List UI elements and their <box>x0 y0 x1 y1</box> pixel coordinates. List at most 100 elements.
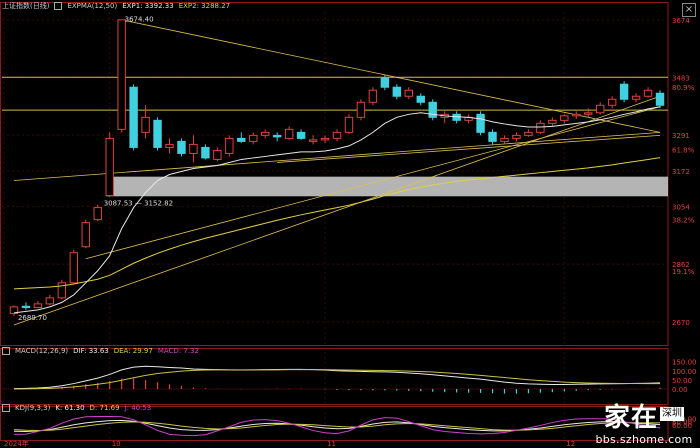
candle-body <box>595 104 605 114</box>
candle-body <box>488 131 497 142</box>
candle-body <box>560 115 569 121</box>
candle-body <box>416 95 425 103</box>
candle-body <box>512 134 521 139</box>
percent-tick-label: 38.2% <box>672 217 695 225</box>
kdj-j-line <box>13 415 661 437</box>
macd-name-label: MACD(12,26,9) <box>15 347 69 355</box>
gap-label: 3087.53 — 3152.82 <box>104 199 173 207</box>
candle-body <box>237 137 246 142</box>
high-annotation: 3674.40 <box>125 16 154 24</box>
candle-body <box>524 131 533 136</box>
watermark-sub: 深圳 <box>660 407 684 421</box>
exp2-value: EXP2: 3288.27 <box>178 2 231 10</box>
price-tick-label: 2670 <box>672 319 690 327</box>
macd-dif-line <box>13 365 661 390</box>
exp1-line <box>13 106 661 314</box>
percent-tick-label: 80.9% <box>672 84 695 92</box>
candle-body <box>380 77 390 88</box>
candle-body <box>428 101 437 118</box>
exp2-line <box>13 157 661 290</box>
percent-tick-label: 61.8% <box>672 147 695 155</box>
macd-dif-value: DIF: 33.63 <box>73 347 109 355</box>
index-name-label: 上证指数(日线) <box>2 2 50 10</box>
candle-body <box>57 282 67 299</box>
kdj-k-value: K: 61.30 <box>55 404 85 412</box>
macd-dea-line <box>13 369 661 390</box>
candle-body <box>308 139 318 142</box>
macd-tick-label: 0.00 <box>672 386 688 394</box>
macd-tick-label: 100.00 <box>672 368 697 376</box>
candle-body <box>631 95 641 100</box>
candle-body <box>189 143 198 154</box>
kdj-k-line <box>13 419 661 433</box>
candle-body <box>272 134 282 138</box>
candle-body <box>105 137 114 197</box>
close-icon[interactable]: × <box>682 3 696 17</box>
kdj-legend: KDJ(9,3,3) K: 61.30 D: 71.69 J: 40.53 <box>2 404 156 416</box>
candle-body <box>33 303 43 308</box>
candle-body <box>332 131 342 139</box>
candle-body <box>249 134 258 142</box>
kdj-tick-label: 100.00 <box>672 415 697 423</box>
candle-body <box>536 122 545 133</box>
candle-body <box>296 131 306 139</box>
macd-tick-label: 50.00 <box>672 377 692 385</box>
candle-body <box>404 89 413 97</box>
candle-body <box>81 222 90 248</box>
candle-body <box>320 137 330 141</box>
candle-body <box>619 83 629 100</box>
price-tick-label: 3674 <box>672 17 690 25</box>
macd-tick-label: 150.00 <box>672 359 697 367</box>
kdj-select-icon[interactable] <box>2 404 10 412</box>
trend-line <box>277 134 661 163</box>
macd-select-icon[interactable] <box>2 347 10 355</box>
kdj-tick-label: 60.00 <box>672 422 692 430</box>
trend-line <box>13 131 661 181</box>
exp1-value: EXP1: 3392.33 <box>122 2 174 10</box>
candle-body <box>392 86 402 97</box>
trend-line <box>13 95 661 326</box>
macd-legend: MACD(12,26,9) DIF: 33.63 DEA: 29.97 MACD: 7… <box>2 347 204 359</box>
watermark: 家在 深圳 bbs.szhome.com <box>594 403 694 446</box>
main-legend: 上证指数(日线) EXPMA(12,50) EXP1: 3392.33 EXP2: 3… <box>2 1 235 13</box>
gap-zone <box>105 176 668 197</box>
indicator-select-icon[interactable] <box>54 2 63 10</box>
candle-body <box>9 306 19 315</box>
candle-body <box>368 89 378 103</box>
x-axis-label: 12 <box>566 440 575 448</box>
macd-dea-value: DEA: 29.97 <box>113 347 153 355</box>
candle-body <box>129 86 138 148</box>
candle-body <box>284 128 294 139</box>
candle-body <box>45 297 55 305</box>
candle-body <box>177 140 186 154</box>
candle-body <box>165 143 174 148</box>
kdj-name-label: KDJ(9,3,3) <box>15 404 51 412</box>
candle-body <box>93 207 102 221</box>
candle-body <box>153 119 162 148</box>
macd-macd-value: MACD: 7.32 <box>157 347 199 355</box>
pane-frame <box>0 2 669 346</box>
candle-body <box>201 146 210 159</box>
price-tick-label: 3054 <box>672 203 690 211</box>
candle-body <box>213 149 222 160</box>
price-tick-label: 2862 <box>672 261 690 269</box>
candle-body <box>69 252 79 284</box>
low-annotation: 2689.70 <box>18 314 47 322</box>
candle-body <box>141 116 150 133</box>
trend-line <box>121 19 661 133</box>
watermark-logo: 家在 <box>603 403 658 433</box>
candle-body <box>356 101 366 118</box>
candle-body <box>655 92 665 106</box>
x-axis-label: 2024年 <box>4 439 29 448</box>
kdj-d-line <box>13 421 661 432</box>
percent-tick-label: 19.1% <box>672 268 695 276</box>
watermark-url: bbs.szhome.com <box>595 433 693 446</box>
trend-line <box>85 106 661 260</box>
candle-body <box>261 131 270 136</box>
price-tick-label: 3291 <box>672 132 690 140</box>
price-tick-label: 3483 <box>672 74 690 82</box>
kdj-tick-label: 80.00 <box>672 419 692 427</box>
x-axis-label: 11 <box>327 440 336 448</box>
candle-body <box>500 137 509 142</box>
